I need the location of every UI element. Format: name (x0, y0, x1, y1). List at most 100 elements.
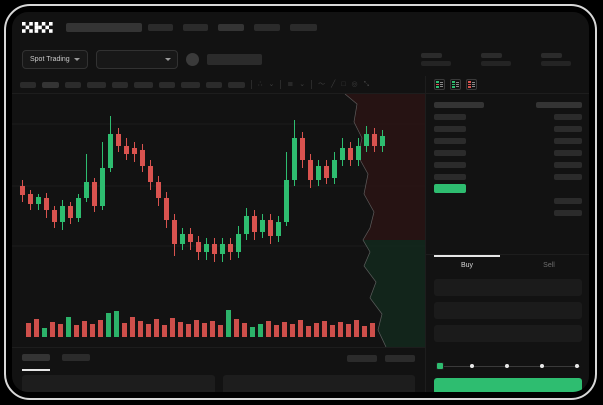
okx-logo-mark (22, 21, 53, 33)
submit-order-button[interactable] (434, 378, 582, 392)
pencil-icon[interactable]: ╱ (331, 81, 336, 88)
depth-view-bids-icon[interactable] (450, 79, 461, 90)
chevron-down-icon-ind[interactable]: ⌄ (299, 81, 306, 88)
volume-bar-25 (226, 310, 231, 337)
orderbook-row[interactable] (434, 160, 582, 169)
indicator-icon[interactable]: ≣ (287, 81, 294, 88)
camera-icon[interactable]: □ (341, 81, 346, 88)
nav-item-2[interactable] (183, 23, 208, 31)
orderbook-cell-right (554, 173, 582, 180)
volume-bar-2 (42, 328, 47, 337)
orderbook-row[interactable] (434, 208, 582, 217)
chevron-down-icon-pair (164, 57, 171, 61)
volume-bar-19 (178, 322, 183, 337)
volume-bar-1 (34, 319, 39, 337)
bottom-action-1[interactable] (347, 355, 377, 362)
toolbar-item-2[interactable] (42, 81, 59, 88)
candle-body-23 (204, 244, 209, 252)
orderbook-header (426, 76, 589, 94)
volume-bar-34 (298, 320, 303, 337)
order-price-field[interactable] (434, 279, 582, 296)
toolbar-item-1[interactable] (20, 81, 36, 88)
toolbar-item-3[interactable] (65, 81, 81, 88)
order-total-field[interactable] (434, 325, 582, 342)
orderbook-rows (426, 94, 589, 226)
stat-3-label (541, 52, 562, 58)
stat-1-label (421, 52, 442, 58)
okx-logo[interactable] (22, 21, 56, 33)
trading-pair-selector[interactable] (95, 49, 178, 69)
candle-body-0 (20, 186, 25, 195)
nav-item-4[interactable] (254, 23, 280, 31)
line-chart-icon[interactable]: 〜 (318, 81, 326, 88)
volume-bar-8 (90, 324, 95, 337)
toolbar-item-8[interactable] (181, 81, 200, 88)
tab-sell[interactable]: Sell (543, 262, 555, 269)
slider-step-5[interactable] (575, 364, 579, 368)
orderbook-cell-right (554, 197, 582, 204)
toolbar-item-4[interactable] (87, 81, 106, 88)
nav-item-3[interactable] (218, 23, 244, 31)
volume-series (26, 310, 375, 337)
toolbar-item-10[interactable] (228, 81, 245, 88)
volume-bar-29 (258, 324, 263, 337)
slider-step-3[interactable] (505, 364, 509, 368)
orderbook-row[interactable] (434, 196, 582, 205)
orders-tabs (22, 354, 415, 361)
header-search-field[interactable] (66, 22, 142, 32)
orderbook-row[interactable] (434, 100, 582, 109)
volume-bar-30 (266, 321, 271, 337)
app-screen: Spot Trading (12, 12, 589, 392)
market-stat-1 (421, 52, 451, 66)
chevron-down-icon-tf[interactable]: ⌄ (268, 81, 275, 88)
chart-toolbar: ∴ ⌄ ≣ ⌄ 〜 ╱ □ ◎ ⤡ (12, 76, 589, 94)
volume-bar-43 (370, 323, 375, 337)
volume-bar-13 (130, 317, 135, 337)
order-amount-field[interactable] (434, 302, 582, 319)
bottom-action-2[interactable] (385, 355, 415, 362)
orders-box-2 (223, 375, 415, 392)
app-header (12, 12, 589, 42)
slider-step-4[interactable] (540, 364, 544, 368)
nav-item-5[interactable] (290, 23, 317, 31)
toolbar-item-7[interactable] (159, 81, 175, 88)
orderbook-cell-left (434, 113, 466, 120)
fullscreen-icon[interactable]: ⤡ (363, 81, 370, 88)
slider-handle[interactable] (436, 362, 444, 370)
timeframe-icon[interactable]: ∴ (258, 81, 263, 88)
bottom-tab-1[interactable] (22, 354, 50, 361)
orderbook-row[interactable] (434, 184, 582, 193)
orderbook-cell-right (554, 137, 582, 144)
tab-buy[interactable]: Buy (426, 255, 508, 276)
market-type-dropdown[interactable]: Spot Trading (22, 49, 88, 69)
trade-side-tabs: Buy Sell (426, 254, 589, 276)
orderbook-row[interactable] (434, 112, 582, 121)
orderbook-row[interactable] (434, 148, 582, 157)
nav-item-1[interactable] (148, 23, 173, 31)
volume-bar-0 (26, 323, 31, 337)
orderbook-row[interactable] (434, 124, 582, 133)
candle-body-44 (372, 134, 377, 146)
candle-body-41 (348, 148, 353, 160)
volume-bar-40 (346, 324, 351, 337)
price-chart[interactable] (12, 94, 425, 347)
stat-2-value (481, 60, 511, 66)
orderbook-row[interactable] (434, 136, 582, 145)
toolbar-item-5[interactable] (112, 81, 128, 88)
orderbook-cell-left (434, 161, 466, 168)
volume-bar-33 (290, 324, 295, 337)
orderbook-row[interactable] (434, 172, 582, 181)
depth-view-asks-icon[interactable] (466, 79, 477, 90)
toolbar-item-9[interactable] (206, 81, 222, 88)
volume-bar-23 (210, 321, 215, 337)
bottom-tab-2[interactable] (62, 354, 90, 361)
slider-step-2[interactable] (470, 364, 474, 368)
market-stat-3 (541, 52, 571, 66)
settings-icon[interactable]: ◎ (351, 81, 358, 88)
candle-body-22 (196, 242, 201, 252)
depth-view-both-icon[interactable] (434, 79, 445, 90)
toolbar-item-6[interactable] (134, 81, 153, 88)
amount-slider[interactable] (436, 361, 582, 371)
candle-body-26 (228, 244, 233, 252)
candle-body-25 (220, 244, 225, 254)
